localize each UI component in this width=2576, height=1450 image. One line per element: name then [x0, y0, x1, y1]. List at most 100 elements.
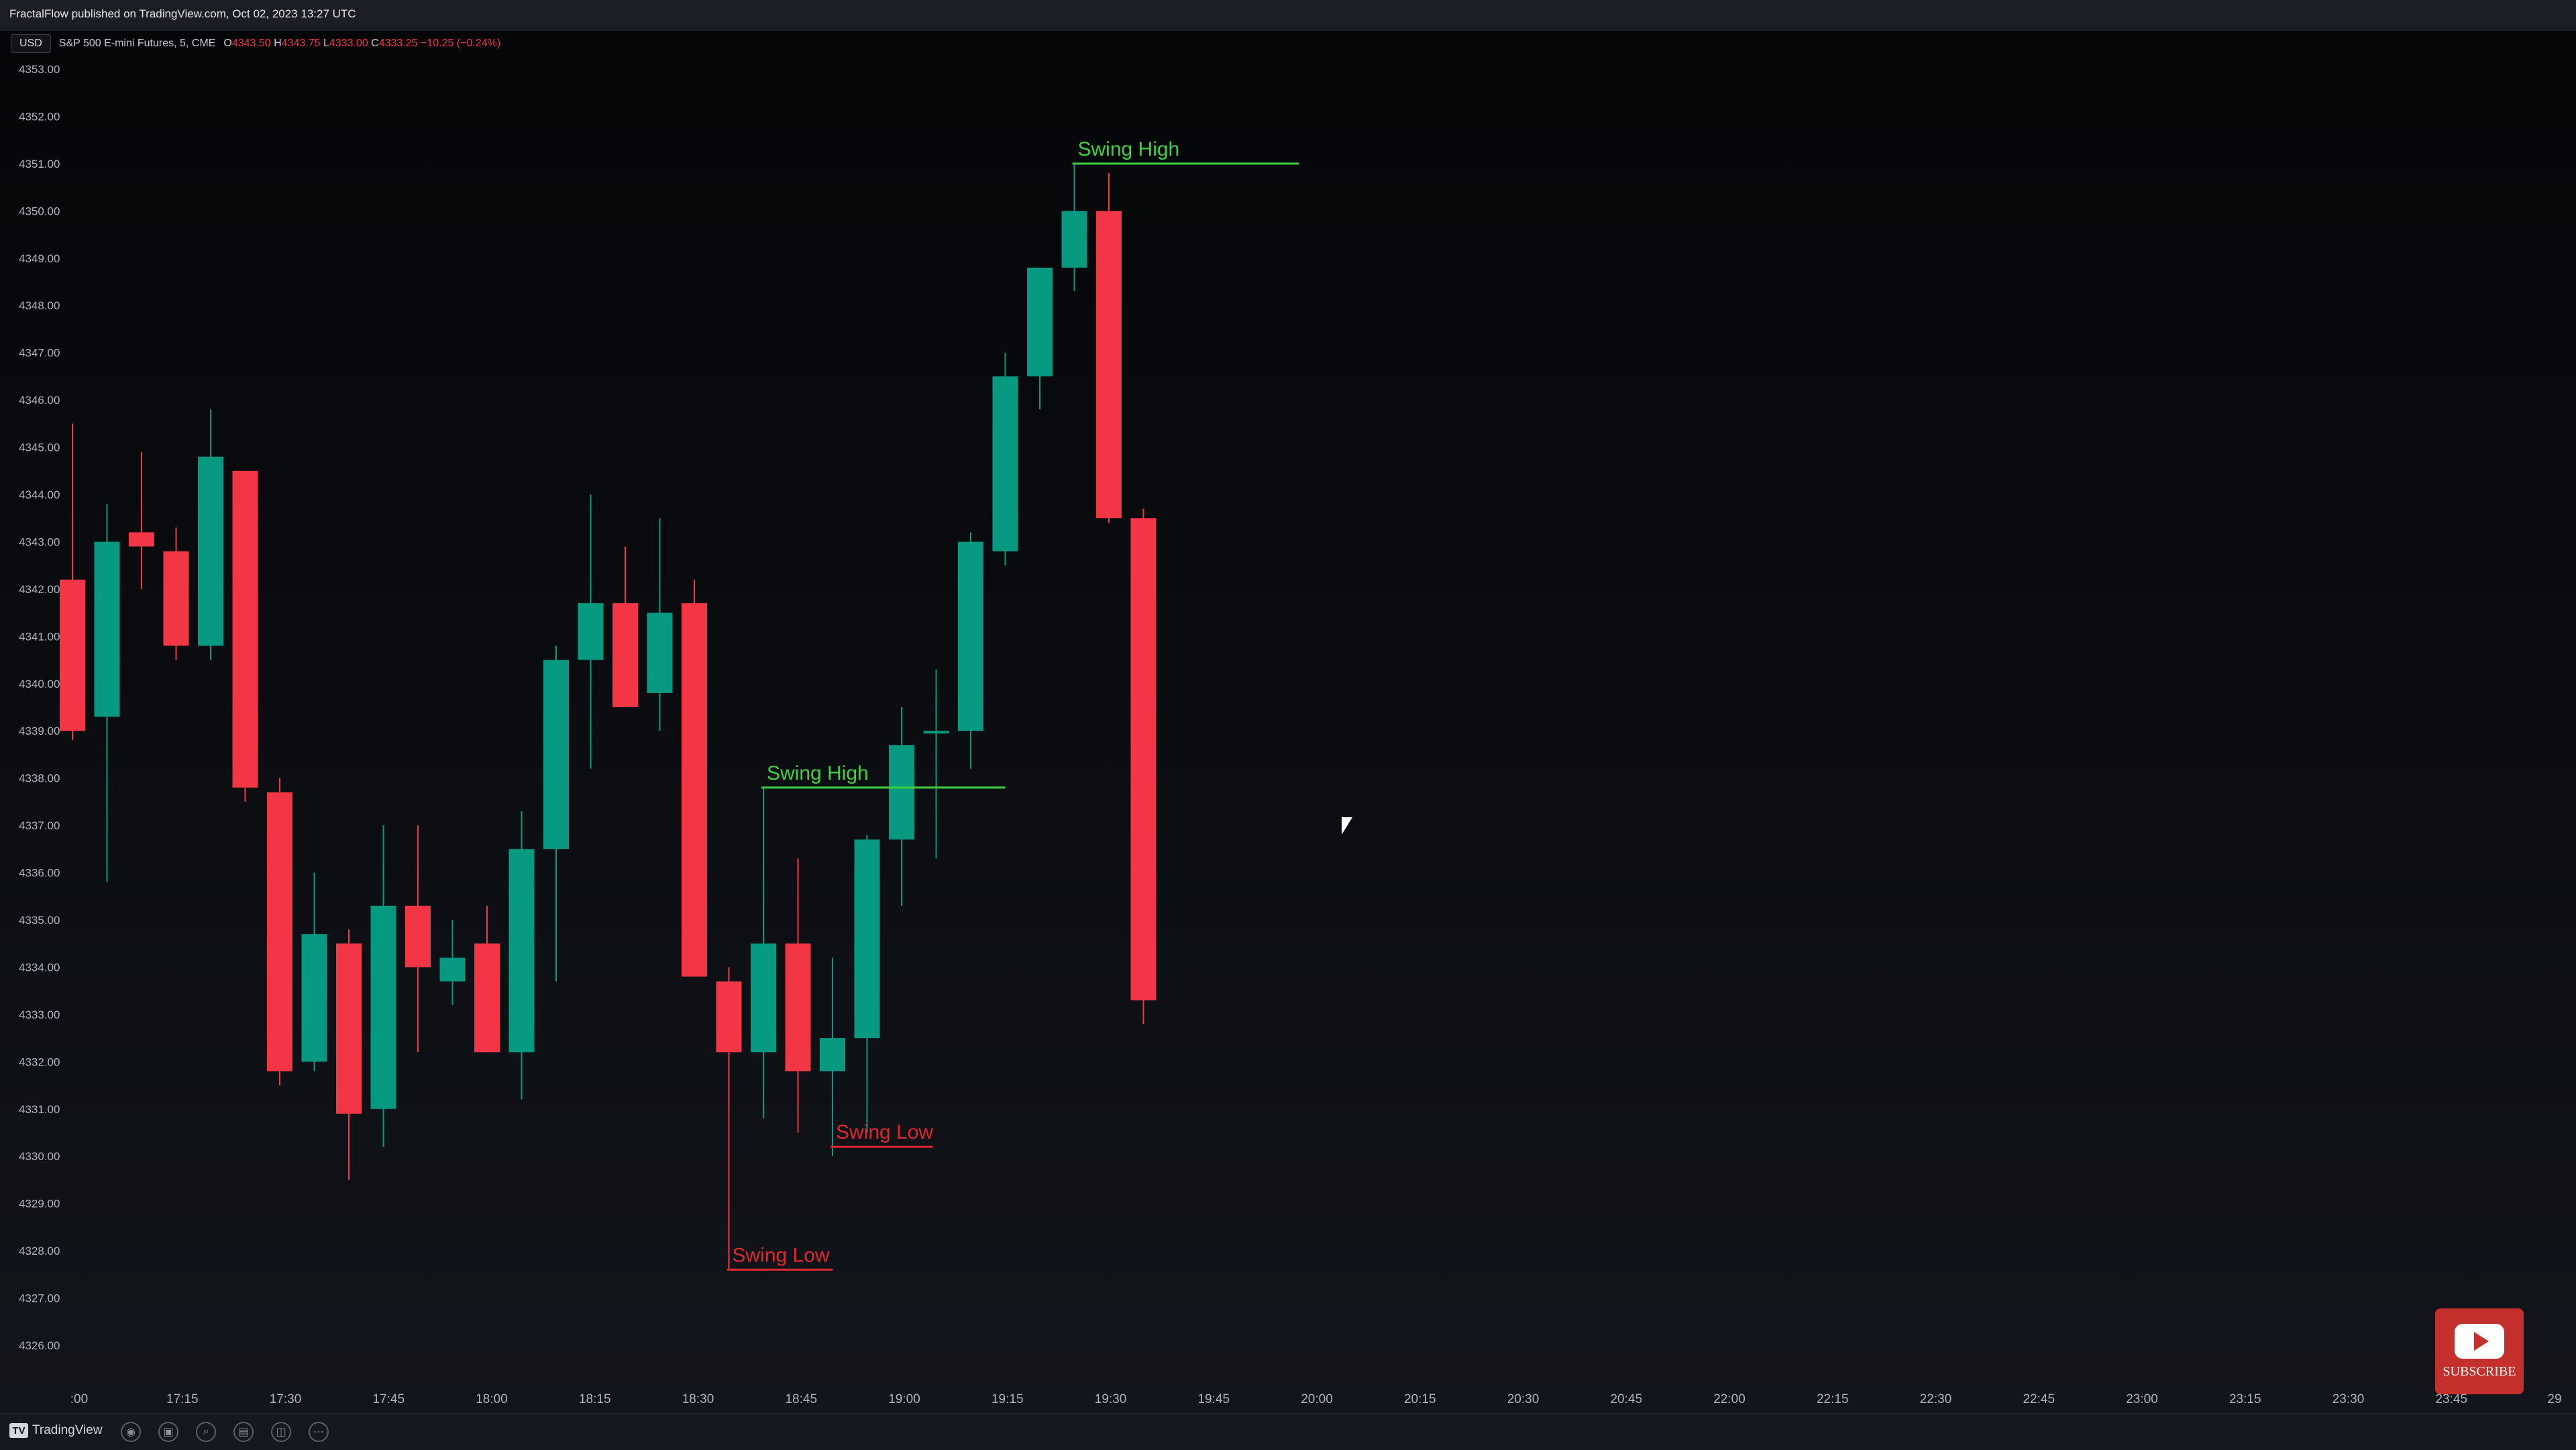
- y-tick-label: 4336.00: [19, 867, 60, 880]
- candle-body: [716, 981, 742, 1053]
- more-icon[interactable]: ⋯: [309, 1422, 329, 1442]
- y-tick-label: 4348.00: [19, 299, 60, 312]
- x-tick-label: 29: [2547, 1392, 2561, 1406]
- candle-body: [474, 943, 500, 1053]
- candle-body: [267, 792, 292, 1072]
- x-tick-label: 20:00: [1301, 1392, 1333, 1406]
- published-by-text: FractalFlow published on TradingView.com…: [9, 7, 356, 20]
- y-tick-label: 4340.00: [19, 678, 60, 690]
- candle-body: [370, 905, 396, 1109]
- currency-badge[interactable]: USD: [11, 34, 51, 53]
- mouse-cursor-icon: [1342, 817, 1352, 835]
- symbol-legend: USD S&P 500 E-mini Futures, 5, CME O4343…: [11, 34, 500, 54]
- x-tick-label: 19:00: [888, 1392, 920, 1406]
- candle-body: [301, 934, 327, 1062]
- y-tick-label: 4334.00: [19, 961, 60, 974]
- candle-body: [60, 579, 85, 731]
- x-tick-label: 18:00: [476, 1392, 508, 1406]
- candle-body: [682, 603, 707, 977]
- chart-pane[interactable]: 4353.00 4352.00 4351.00 4350.00 4349.00 4348.…: [0, 31, 2576, 1413]
- high-label: H: [274, 38, 282, 49]
- candle-body: [129, 532, 154, 547]
- compare-icon[interactable]: ◫: [271, 1422, 291, 1442]
- x-tick-label: 20:45: [1610, 1392, 1642, 1406]
- x-tick-label: 23:15: [2229, 1392, 2261, 1406]
- x-tick-label: 22:30: [1920, 1392, 1952, 1406]
- x-tick-label: 19:15: [991, 1392, 1024, 1406]
- swing-label: Swing High: [1078, 138, 1180, 160]
- y-tick-label: 4350.00: [19, 205, 60, 217]
- y-tick-label: 4327.00: [19, 1292, 60, 1305]
- x-tick-label: :00: [70, 1392, 88, 1406]
- publish-header: FractalFlow published on TradingView.com…: [0, 0, 2576, 31]
- y-tick-label: 4330.00: [19, 1150, 60, 1163]
- swing-label: Swing Low: [733, 1244, 830, 1266]
- candle-body: [543, 660, 569, 849]
- y-tick-label: 4349.00: [19, 252, 60, 265]
- symbol-name: S&P 500 E-mini Futures, 5, CME: [58, 38, 216, 49]
- x-tick-label: 23:30: [2332, 1392, 2365, 1406]
- candle-body: [612, 603, 638, 707]
- candle-body: [198, 456, 223, 646]
- y-tick-label: 4328.00: [19, 1245, 60, 1257]
- candle-body: [405, 905, 431, 968]
- x-tick-label: 19:45: [1197, 1392, 1230, 1406]
- candle-body: [785, 943, 811, 1072]
- x-tick-label: 22:00: [1713, 1392, 1746, 1406]
- candle-body: [992, 376, 1018, 552]
- x-tick-label: 18:15: [579, 1392, 611, 1406]
- price-chart[interactable]: 4353.00 4352.00 4351.00 4350.00 4349.00 4348.…: [0, 31, 2576, 1413]
- candle-body: [923, 731, 949, 734]
- candle-body: [508, 849, 535, 1053]
- x-tick-label: 22:45: [2023, 1392, 2055, 1406]
- y-tick-label: 4335.00: [19, 914, 60, 927]
- camera-icon[interactable]: ◉: [121, 1422, 141, 1442]
- search-icon[interactable]: ⌕: [196, 1422, 216, 1442]
- y-tick-label: 4351.00: [19, 158, 60, 170]
- y-tick-label: 4353.00: [19, 63, 60, 76]
- y-tick-label: 4346.00: [19, 394, 60, 407]
- y-tick-label: 4343.00: [19, 535, 60, 548]
- candle-body: [889, 745, 914, 840]
- candle-body: [1096, 211, 1122, 519]
- subscribe-label: SUBSCRIBE: [2443, 1363, 2516, 1379]
- low-label: L: [323, 38, 329, 49]
- y-tick-label: 4329.00: [19, 1198, 60, 1210]
- change-value: −10.25 (−0.24%): [421, 38, 501, 49]
- candle-body: [1027, 267, 1053, 376]
- candle-body: [647, 613, 673, 693]
- y-tick-label: 4332.00: [19, 1055, 60, 1068]
- candle-body: [232, 470, 258, 788]
- x-tick-label: 18:45: [785, 1392, 817, 1406]
- candle-body: [336, 943, 362, 1114]
- youtube-play-icon: [2455, 1323, 2504, 1359]
- low-value: 4333.00: [329, 38, 368, 49]
- candle-body: [578, 603, 604, 660]
- candle-body: [820, 1038, 845, 1072]
- layout-icon[interactable]: ▣: [158, 1422, 178, 1442]
- y-tick-label: 4342.00: [19, 583, 60, 596]
- candle-body: [1061, 211, 1087, 268]
- x-tick-label: 17:45: [372, 1392, 405, 1406]
- calendar-icon[interactable]: ▤: [233, 1422, 254, 1442]
- open-value: 4343.50: [231, 38, 271, 49]
- x-tick-label: 18:30: [682, 1392, 714, 1406]
- tradingview-logo[interactable]: TV TradingView: [9, 1423, 103, 1438]
- y-tick-label: 4333.00: [19, 1008, 60, 1021]
- open-label: O: [223, 38, 232, 49]
- y-tick-label: 4347.00: [19, 347, 60, 360]
- candle-body: [958, 541, 983, 731]
- youtube-subscribe-badge[interactable]: SUBSCRIBE: [2435, 1308, 2524, 1394]
- tradingview-brand: TradingView: [32, 1423, 103, 1437]
- x-tick-label: 17:15: [166, 1392, 199, 1406]
- x-tick-label: 17:30: [270, 1392, 302, 1406]
- y-tick-label: 4345.00: [19, 442, 60, 454]
- close-value: 4333.25: [378, 38, 418, 49]
- x-tick-label: 23:00: [2126, 1392, 2158, 1406]
- candle-body: [751, 943, 776, 1053]
- candle-body: [94, 541, 120, 717]
- x-tick-label: 20:30: [1507, 1392, 1540, 1406]
- candle-body: [163, 551, 189, 646]
- x-tick-label: 19:30: [1095, 1392, 1127, 1406]
- candle-body: [1130, 518, 1157, 1000]
